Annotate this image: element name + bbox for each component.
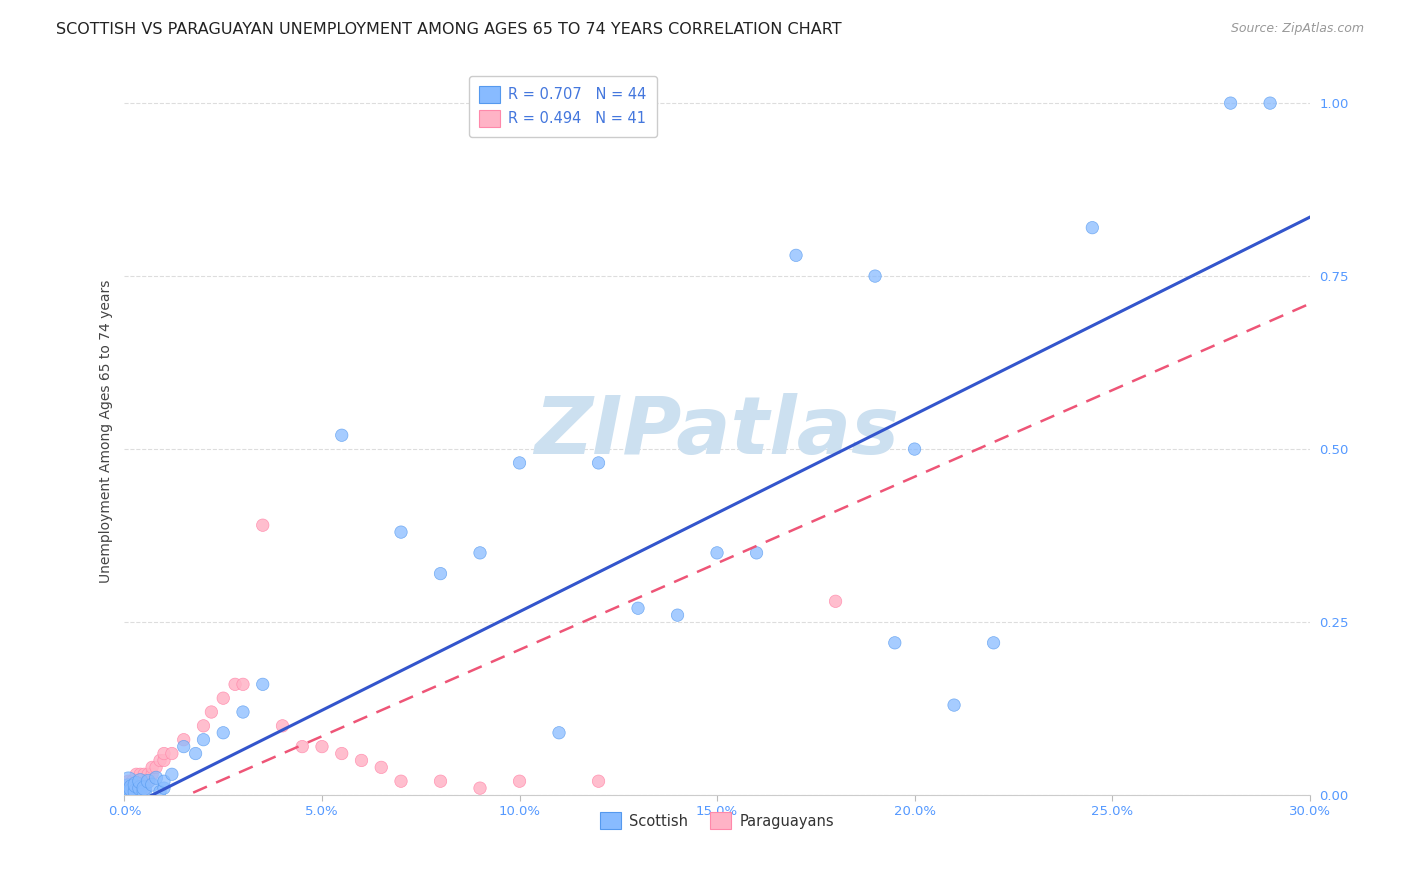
Point — [153, 754, 176, 768]
Point — [160, 767, 183, 781]
Point — [252, 677, 274, 691]
Point — [117, 781, 139, 796]
Point — [311, 739, 333, 754]
Point — [508, 774, 530, 789]
Point — [1219, 96, 1241, 111]
Point — [785, 248, 807, 262]
Point — [824, 594, 846, 608]
Point — [588, 456, 610, 470]
Point — [330, 747, 353, 761]
Point — [706, 546, 728, 560]
Point — [153, 747, 176, 761]
Point — [232, 677, 254, 691]
Point — [232, 705, 254, 719]
Point — [1258, 96, 1281, 111]
Point — [468, 546, 491, 560]
Point — [389, 774, 412, 789]
Point — [468, 781, 491, 796]
Point — [145, 771, 167, 785]
Point — [291, 739, 314, 754]
Point — [117, 774, 139, 789]
Legend: Scottish, Paraguayans: Scottish, Paraguayans — [595, 806, 839, 835]
Point — [121, 781, 143, 796]
Point — [136, 767, 159, 781]
Point — [330, 428, 353, 442]
Point — [136, 774, 159, 789]
Point — [588, 774, 610, 789]
Point — [983, 636, 1005, 650]
Point — [129, 774, 152, 789]
Point — [141, 760, 163, 774]
Point — [370, 760, 392, 774]
Point — [125, 774, 148, 789]
Point — [173, 732, 195, 747]
Point — [429, 566, 451, 581]
Point — [129, 767, 152, 781]
Point — [212, 691, 235, 706]
Point — [508, 456, 530, 470]
Point — [184, 747, 207, 761]
Point — [121, 784, 143, 798]
Point — [1081, 220, 1104, 235]
Point — [121, 781, 143, 796]
Point — [117, 788, 139, 802]
Point — [153, 774, 176, 789]
Point — [745, 546, 768, 560]
Point — [134, 781, 156, 796]
Point — [627, 601, 650, 615]
Point — [117, 781, 139, 796]
Point — [136, 774, 159, 789]
Point — [134, 774, 156, 789]
Point — [141, 778, 163, 792]
Point — [943, 698, 966, 712]
Point — [252, 518, 274, 533]
Y-axis label: Unemployment Among Ages 65 to 74 years: Unemployment Among Ages 65 to 74 years — [100, 280, 114, 583]
Point — [153, 781, 176, 796]
Point — [224, 677, 246, 691]
Point — [134, 784, 156, 798]
Point — [173, 739, 195, 754]
Point — [212, 725, 235, 739]
Point — [666, 608, 689, 623]
Point — [125, 767, 148, 781]
Point — [271, 719, 294, 733]
Text: Source: ZipAtlas.com: Source: ZipAtlas.com — [1230, 22, 1364, 36]
Point — [193, 719, 215, 733]
Point — [125, 778, 148, 792]
Point — [129, 774, 152, 789]
Point — [125, 784, 148, 798]
Point — [883, 636, 905, 650]
Point — [117, 774, 139, 789]
Point — [389, 525, 412, 540]
Point — [141, 767, 163, 781]
Point — [200, 705, 222, 719]
Point — [121, 774, 143, 789]
Point — [903, 442, 925, 456]
Text: SCOTTISH VS PARAGUAYAN UNEMPLOYMENT AMONG AGES 65 TO 74 YEARS CORRELATION CHART: SCOTTISH VS PARAGUAYAN UNEMPLOYMENT AMON… — [56, 22, 842, 37]
Point — [548, 725, 571, 739]
Point — [125, 781, 148, 796]
Point — [149, 784, 172, 798]
Point — [145, 760, 167, 774]
Point — [350, 754, 373, 768]
Point — [160, 747, 183, 761]
Point — [149, 754, 172, 768]
Text: ZIPatlas: ZIPatlas — [534, 392, 900, 471]
Point — [134, 781, 156, 796]
Point — [129, 781, 152, 796]
Point — [863, 269, 886, 284]
Point — [134, 767, 156, 781]
Point — [193, 732, 215, 747]
Point — [429, 774, 451, 789]
Point — [129, 781, 152, 796]
